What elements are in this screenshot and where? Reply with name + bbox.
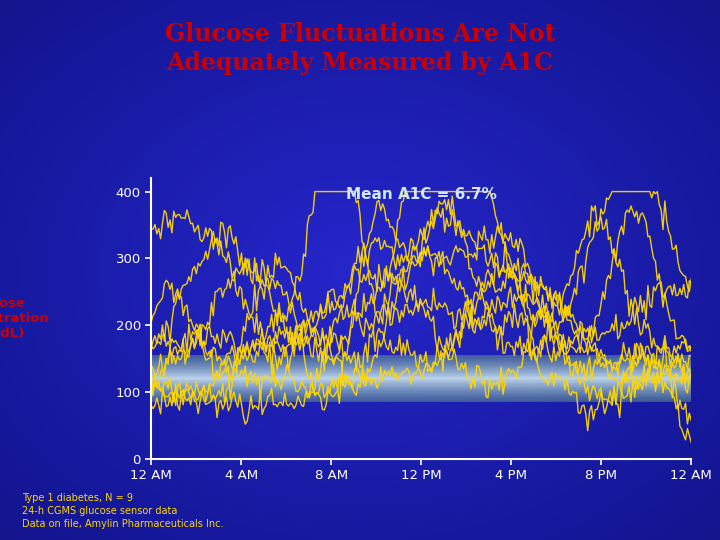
Bar [151,376,691,377]
Bar [151,375,691,376]
Bar [151,377,691,378]
Bar [151,395,691,396]
Bar [151,396,691,397]
Text: Type 1 diabetes, N = 9
24-h CGMS glucose sensor data
Data on file, Amylin Pharma: Type 1 diabetes, N = 9 24-h CGMS glucose… [22,493,223,529]
Bar [151,382,691,383]
Bar [151,364,691,365]
Bar [151,401,691,402]
Bar [151,381,691,382]
Bar [151,369,691,370]
Bar [151,389,691,390]
Bar [151,362,691,363]
Bar [151,366,691,367]
Bar [151,374,691,375]
Bar [151,378,691,379]
Bar [151,379,691,380]
Bar [151,363,691,364]
Bar [151,364,691,366]
Bar [151,361,691,362]
Bar [151,371,691,372]
Bar [151,400,691,401]
Bar [151,392,691,393]
Text: Mean A1C = 6.7%: Mean A1C = 6.7% [346,187,497,201]
Bar [151,367,691,368]
Bar [151,380,691,381]
Bar [151,357,691,359]
Bar [151,386,691,387]
Bar [151,388,691,389]
Bar [151,355,691,356]
Bar [151,359,691,360]
Bar [151,368,691,369]
Bar [151,397,691,399]
Bar [151,394,691,395]
Bar [151,393,691,394]
Text: Glucose Fluctuations Are Not
Adequately Measured by A1C: Glucose Fluctuations Are Not Adequately … [165,22,555,75]
Bar [151,399,691,400]
Y-axis label: Glucose
Concentration
(mg/dL): Glucose Concentration (mg/dL) [0,297,49,340]
Bar [151,373,691,374]
Bar [151,356,691,357]
Bar [151,372,691,373]
Bar [151,383,691,384]
Bar [151,387,691,388]
Bar [151,390,691,391]
Bar [151,384,691,385]
Bar [151,360,691,361]
Bar [151,370,691,371]
Bar [151,385,691,386]
